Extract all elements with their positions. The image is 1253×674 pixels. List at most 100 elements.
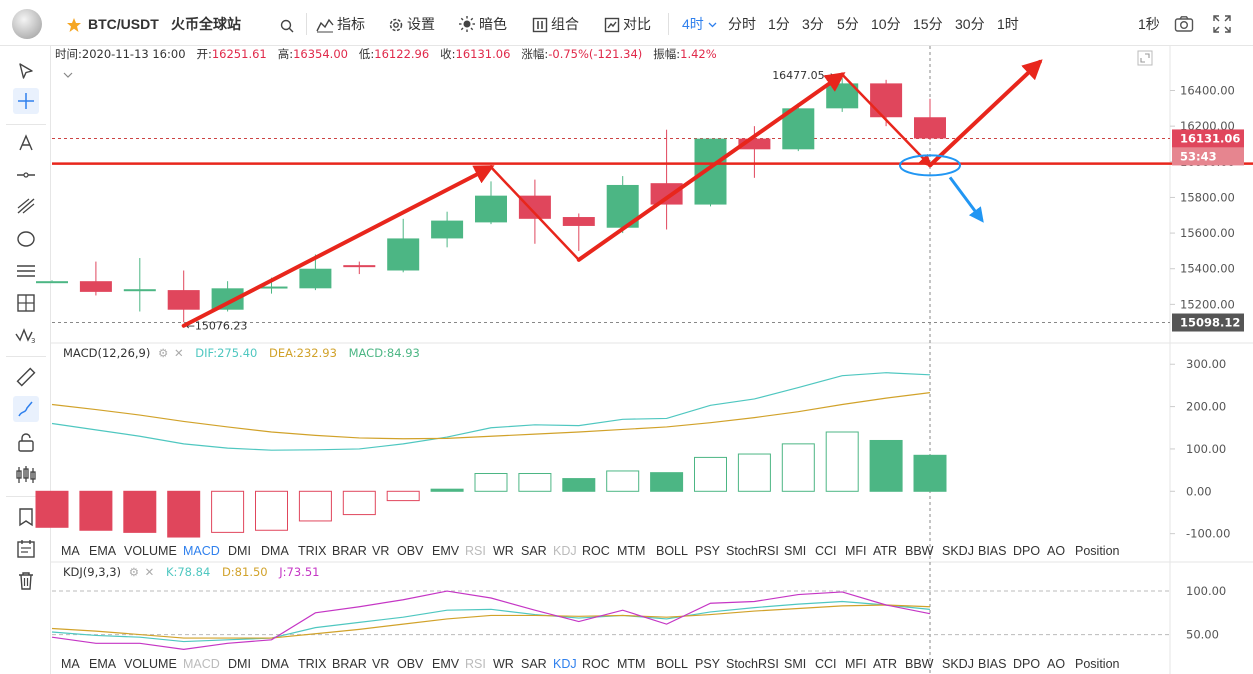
trash-icon[interactable] (13, 568, 39, 594)
indicator-tab-psy[interactable]: PSY (695, 657, 721, 671)
indicator-tab-ma[interactable]: MA (61, 657, 80, 671)
close-icon[interactable]: ✕ (144, 565, 155, 579)
indicator-tab-cci[interactable]: CCI (815, 544, 837, 558)
timeframe-tick[interactable]: 分时 (728, 16, 756, 32)
combo-button[interactable]: 组合 (532, 14, 579, 34)
indicators-button[interactable]: 指标 (316, 14, 365, 34)
indicator-tab-brar[interactable]: BRAR (332, 544, 367, 558)
ruler-icon[interactable] (13, 364, 39, 390)
indicator-tab-dmi[interactable]: DMI (228, 544, 251, 558)
indicator-tab-dma[interactable]: DMA (261, 657, 289, 671)
timeframe-30m[interactable]: 30分 (955, 16, 985, 32)
indicator-tab-sar[interactable]: SAR (521, 657, 547, 671)
timeframe-1h[interactable]: 1时 (997, 16, 1019, 32)
symbol-title[interactable]: BTC/USDT (88, 14, 159, 34)
parallel-lines-icon[interactable] (13, 258, 39, 284)
calendar-icon[interactable] (13, 536, 39, 562)
indicator-tab-trix[interactable]: TRIX (298, 657, 327, 671)
indicator-tab-kdj[interactable]: KDJ (553, 657, 577, 671)
favorite-star-icon[interactable] (66, 14, 85, 34)
lock-icon[interactable] (13, 429, 39, 455)
indicator-tab-roc[interactable]: ROC (582, 657, 610, 671)
indicator-tab-smi[interactable]: SMI (784, 657, 807, 671)
indicator-tab-bbw[interactable]: BBW (905, 544, 934, 558)
gear-icon[interactable]: ⚙ (158, 346, 169, 360)
indicator-tab-boll[interactable]: BOLL (656, 544, 688, 558)
fullscreen-icon[interactable] (1213, 14, 1234, 34)
indicator-tab-boll[interactable]: BOLL (656, 657, 688, 671)
wave-icon[interactable]: 3 (13, 322, 39, 348)
indicator-tab-mfi[interactable]: MFI (845, 544, 867, 558)
indicator-tab-atr[interactable]: ATR (873, 544, 898, 558)
indicator-tab-obv[interactable]: OBV (397, 544, 424, 558)
text-icon[interactable] (13, 130, 39, 156)
timeframe-5m[interactable]: 5分 (837, 16, 859, 32)
indicator-tab-dpo[interactable]: DPO (1013, 544, 1041, 558)
timeframe-4h[interactable]: 4时 (682, 14, 717, 34)
refresh-interval[interactable]: 1秒 (1138, 16, 1160, 32)
indicator-tab-smi[interactable]: SMI (784, 544, 807, 558)
compare-button[interactable]: 对比 (604, 14, 651, 34)
indicator-tab-ao[interactable]: AO (1047, 657, 1066, 671)
indicator-tab-ema[interactable]: EMA (89, 544, 117, 558)
indicator-tab-mfi[interactable]: MFI (845, 657, 867, 671)
indicator-tab-sar[interactable]: SAR (521, 544, 547, 558)
indicator-tab-vr[interactable]: VR (372, 544, 390, 558)
indicator-tab-volume[interactable]: VOLUME (124, 544, 177, 558)
indicator-tab-obv[interactable]: OBV (397, 657, 424, 671)
indicator-tab-rsi[interactable]: RSI (465, 544, 486, 558)
indicator-tab-skdj[interactable]: SKDJ (942, 544, 974, 558)
gear-icon[interactable]: ⚙ (128, 565, 139, 579)
cursor-icon[interactable] (13, 58, 39, 84)
timeframe-15m[interactable]: 15分 (913, 16, 943, 32)
indicator-tab-skdj[interactable]: SKDJ (942, 657, 974, 671)
indicator-tab-wr[interactable]: WR (493, 544, 514, 558)
indicator-tab-bias[interactable]: BIAS (978, 657, 1007, 671)
rectangle-icon[interactable] (13, 290, 39, 316)
indicator-tab-emv[interactable]: EMV (432, 544, 460, 558)
indicator-tab-position[interactable]: Position (1075, 544, 1120, 558)
indicator-tab-cci[interactable]: CCI (815, 657, 837, 671)
timeframe-1m[interactable]: 1分 (768, 16, 790, 32)
trend-line-icon[interactable] (13, 193, 39, 219)
indicator-tab-emv[interactable]: EMV (432, 657, 460, 671)
indicator-tab-volume[interactable]: VOLUME (124, 657, 177, 671)
timeframe-3m[interactable]: 3分 (802, 16, 824, 32)
indicator-tab-roc[interactable]: ROC (582, 544, 610, 558)
indicator-tab-ao[interactable]: AO (1047, 544, 1066, 558)
circle-icon[interactable] (13, 226, 39, 252)
expand-pane-icon[interactable] (1137, 50, 1153, 71)
indicator-tab-stochrsi[interactable]: StochRSI (726, 657, 779, 671)
indicator-tab-ma[interactable]: MA (61, 544, 80, 558)
indicator-tab-mtm[interactable]: MTM (617, 544, 646, 558)
timeframe-10m[interactable]: 10分 (871, 16, 901, 32)
settings-button[interactable]: 设置 (388, 14, 435, 34)
indicator-tab-position[interactable]: Position (1075, 657, 1120, 671)
indicator-tab-bbw[interactable]: BBW (905, 657, 934, 671)
horizontal-line-icon[interactable] (13, 162, 39, 188)
camera-icon[interactable] (1174, 14, 1197, 34)
indicator-tab-trix[interactable]: TRIX (298, 544, 327, 558)
indicator-tab-bias[interactable]: BIAS (978, 544, 1007, 558)
indicator-tab-psy[interactable]: PSY (695, 544, 721, 558)
indicator-tab-brar[interactable]: BRAR (332, 657, 367, 671)
indicator-tab-dmi[interactable]: DMI (228, 657, 251, 671)
indicator-tab-wr[interactable]: WR (493, 657, 514, 671)
collapse-chevron-icon[interactable] (63, 66, 73, 84)
bookmark-icon[interactable] (13, 504, 39, 530)
search-icon[interactable] (280, 14, 297, 34)
indicator-tab-rsi[interactable]: RSI (465, 657, 486, 671)
indicator-tab-atr[interactable]: ATR (873, 657, 898, 671)
dark-mode-button[interactable]: 暗色 (458, 14, 507, 34)
indicator-tab-ema[interactable]: EMA (89, 657, 117, 671)
indicator-tab-macd[interactable]: MACD (183, 657, 220, 671)
brush-icon[interactable] (13, 396, 39, 422)
indicator-tab-dpo[interactable]: DPO (1013, 657, 1041, 671)
indicator-tab-mtm[interactable]: MTM (617, 657, 646, 671)
candles-icon[interactable] (13, 462, 39, 488)
indicator-tab-kdj[interactable]: KDJ (553, 544, 577, 558)
indicator-tab-vr[interactable]: VR (372, 657, 390, 671)
indicator-tab-macd[interactable]: MACD (183, 544, 220, 558)
close-icon[interactable]: ✕ (173, 346, 184, 360)
indicator-tab-stochrsi[interactable]: StochRSI (726, 544, 779, 558)
